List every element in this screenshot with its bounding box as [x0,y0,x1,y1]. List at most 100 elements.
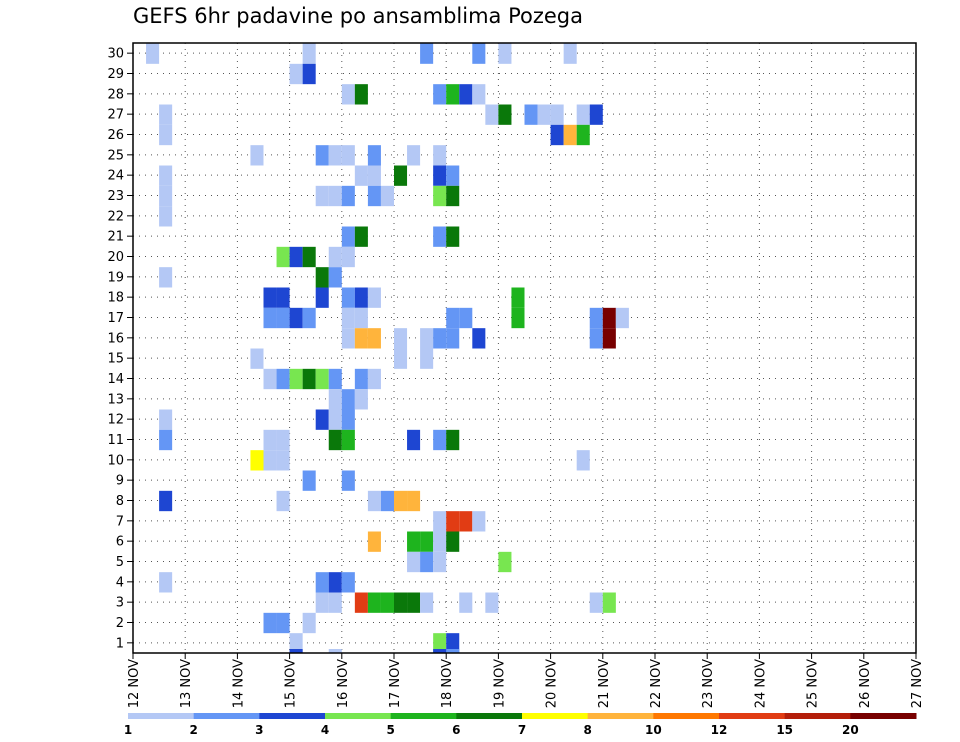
heatmap-cell [485,592,499,613]
heatmap-cell [354,592,368,613]
y-tick-label: 12 [107,413,124,428]
heatmap-cell [302,43,316,64]
heatmap-cell [263,287,277,308]
x-tick-label: 23 NOV [701,659,716,708]
heatmap-cell [341,145,355,166]
heatmap-cell [446,328,460,349]
heatmap-cell [328,185,342,207]
heatmap-cell [159,104,173,125]
heatmap-cell [250,450,264,471]
y-tick-label: 27 [107,108,124,123]
heatmap-cell [276,368,290,390]
heatmap-cell [550,124,564,146]
heatmap-cell [394,490,408,512]
heatmap-cell [433,551,447,573]
y-tick-label: 28 [107,87,124,102]
heatmap-cell [276,450,290,471]
heatmap-cell [433,84,447,105]
legend-label: 12 [711,723,728,737]
y-tick-label: 14 [107,372,124,387]
heatmap-cell [433,649,447,653]
heatmap-cell [302,470,316,491]
heatmap-cell [289,246,303,268]
legend-swatch [850,713,917,719]
y-tick-label: 4 [116,575,124,590]
heatmap-cell [380,592,394,613]
heatmap-cell [341,185,355,207]
heatmap-cell [289,63,303,85]
x-tick-label: 13 NOV [179,659,194,708]
heatmap-cell [315,287,329,308]
x-tick-label: 16 NOV [336,659,351,708]
x-tick-label: 19 NOV [492,659,507,708]
heatmap-cell [289,307,303,329]
heatmap-cell [511,287,525,308]
heatmap-cell [159,165,173,186]
heatmap-cell [159,185,173,207]
y-tick-label: 6 [116,535,124,550]
heatmap-cell [459,307,473,329]
heatmap-cell [459,511,473,532]
heatmap-cell [433,328,447,349]
heatmap-cell [354,368,368,390]
legend-swatch [193,713,260,719]
heatmap-cell [263,429,277,451]
heatmap-cell [302,63,316,85]
heatmap-cell [589,104,603,125]
y-tick-label: 7 [116,514,124,529]
heatmap-cell [263,612,277,634]
heatmap-cell [315,145,329,166]
heatmap-cell [433,633,447,654]
heatmap-cell [328,409,342,430]
heatmap-cell [459,592,473,613]
x-tick-label: 25 NOV [806,659,821,708]
legend-label: 4 [321,723,329,737]
heatmap-cell [615,307,629,329]
heatmap-cell [472,84,486,105]
heatmap-cell [276,246,290,268]
heatmap-cell [394,165,408,186]
x-tick-label: 14 NOV [231,659,246,708]
heatmap-cell [367,531,381,552]
heatmap-cell [446,511,460,532]
heatmap-cell [420,531,434,552]
heatmap-cell [159,572,173,593]
heatmap-cell [328,429,342,451]
heatmap-cell [576,450,590,471]
x-tick-label: 24 NOV [753,659,768,708]
y-tick-label: 16 [107,331,124,346]
legend-label: 10 [645,723,662,737]
y-tick-label: 21 [107,230,124,245]
heatmap-cell [341,287,355,308]
x-tick-label: 26 NOV [858,659,873,708]
heatmap-cell [367,368,381,390]
heatmap-cell [263,450,277,471]
heatmap-cell [341,389,355,410]
color-legend: 1 2 3 4 5 6 7 8 10 12 15 20 [124,713,917,737]
legend-swatch [259,713,326,719]
heatmap-cell [159,490,173,512]
x-tick-label: 22 NOV [649,659,664,708]
heatmap-cell [315,267,329,288]
heatmap-cell [367,592,381,613]
heatmap-cell [433,145,447,166]
heatmap-cell [433,429,447,451]
heatmap-cell [341,246,355,268]
y-axis-ticks: 1234567891011121314151617181920212223242… [107,47,133,651]
heatmap-cell [302,246,316,268]
heatmap-cells [146,43,629,654]
heatmap-cell [433,165,447,186]
heatmap-cell [276,490,290,512]
legend-swatch [128,713,195,719]
x-tick-label: 17 NOV [388,659,403,708]
x-axis-ticks: 12 NOV 13 NOV 14 NOV 15 NOV 16 NOV 17 NOV 18 N… [127,653,925,708]
y-tick-label: 8 [116,494,124,509]
heatmap-cell [341,470,355,491]
heatmap-cell [289,649,303,653]
heatmap-cell [446,531,460,552]
heatmap-cell [433,531,447,552]
legend-label: 1 [124,723,132,737]
legend-label: 7 [518,723,526,737]
y-tick-label: 10 [107,453,124,468]
heatmap-cell [354,328,368,349]
